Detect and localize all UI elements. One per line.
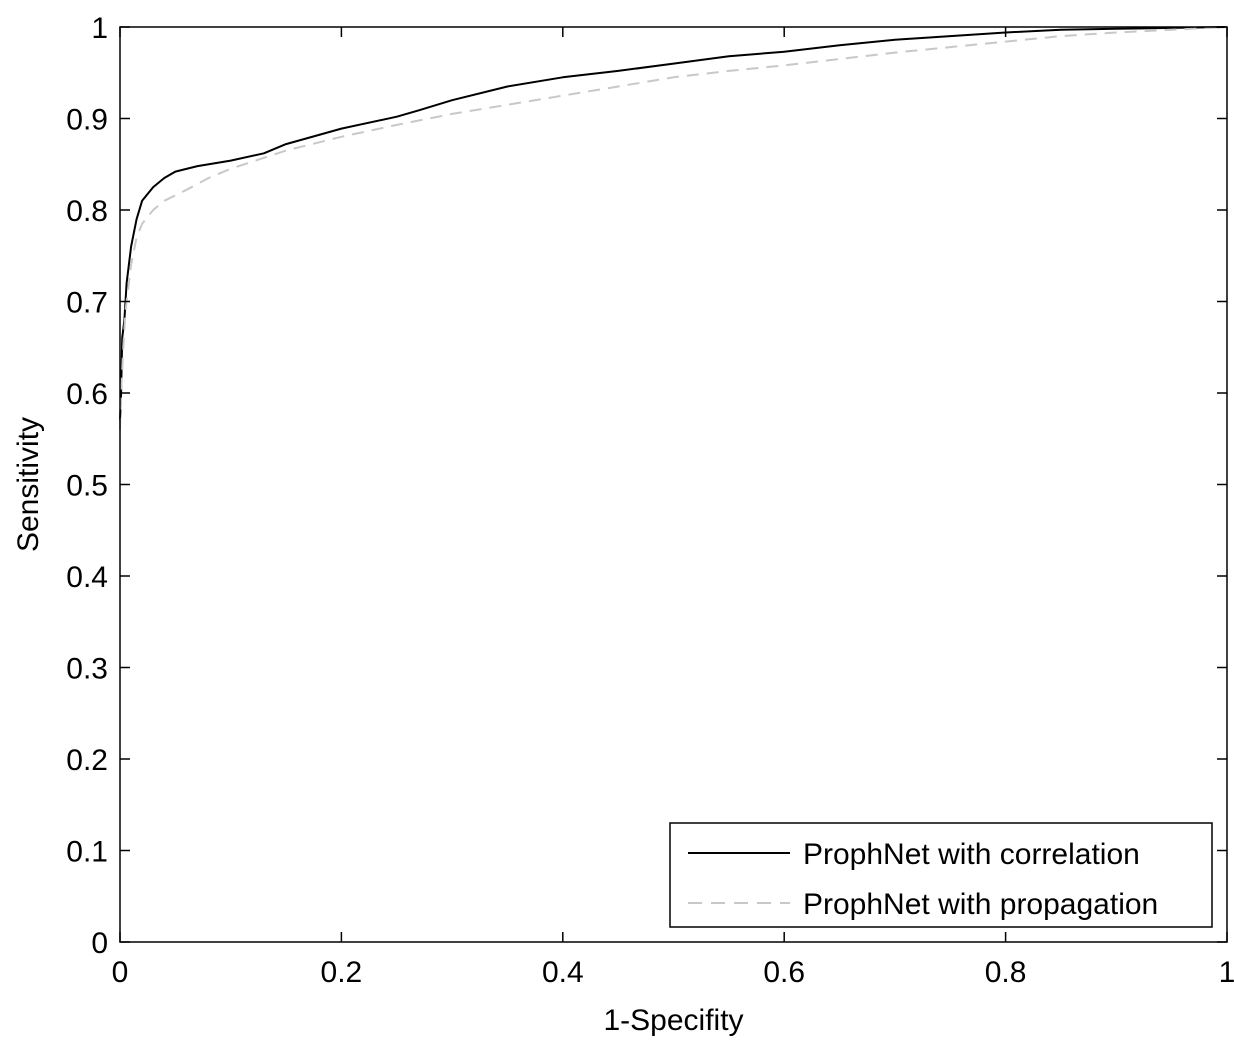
series-line-correlation bbox=[119, 26, 1228, 421]
x-axis-label: 1-Specifity bbox=[603, 1004, 743, 1037]
y-tick-label: 0.2 bbox=[66, 744, 108, 777]
y-tick-label: 1 bbox=[91, 12, 108, 45]
x-tick-label: 0.8 bbox=[985, 956, 1027, 989]
x-tick-label: 0.2 bbox=[321, 956, 363, 989]
legend-box bbox=[669, 822, 1213, 928]
series-line-propagation bbox=[119, 26, 1228, 430]
legend-label-propagation: ProphNet with propagation bbox=[803, 888, 1158, 921]
y-axis-label: Sensitivity bbox=[12, 417, 45, 552]
x-tick-label: 0.6 bbox=[763, 956, 805, 989]
legend-label-correlation: ProphNet with correlation bbox=[803, 838, 1140, 871]
y-tick-label: 0.4 bbox=[66, 561, 108, 594]
x-tick-label: 0.4 bbox=[542, 956, 584, 989]
series-layer bbox=[119, 26, 1228, 430]
y-tick-label: 0.9 bbox=[66, 104, 108, 137]
x-tick-label: 0 bbox=[112, 956, 129, 989]
x-tick-label: 1 bbox=[1219, 956, 1234, 989]
y-tick-label: 0.8 bbox=[66, 195, 108, 228]
plot-area bbox=[120, 27, 1227, 942]
legend: ProphNet with correlation ProphNet with … bbox=[669, 822, 1213, 928]
y-tick-label: 0.7 bbox=[66, 287, 108, 320]
y-tick-label: 0.3 bbox=[66, 653, 108, 686]
y-tick-label: 0.1 bbox=[66, 836, 108, 869]
y-tick-label: 0.5 bbox=[66, 470, 108, 503]
y-tick-label: 0 bbox=[91, 927, 108, 960]
axes-layer: 0 0.2 0.4 0.6 0.8 1 0 0.1 0.2 0.3 0.4 0.5 0.6 0.7 0.8 0… bbox=[66, 12, 1234, 989]
y-tick-label: 0.6 bbox=[66, 378, 108, 411]
